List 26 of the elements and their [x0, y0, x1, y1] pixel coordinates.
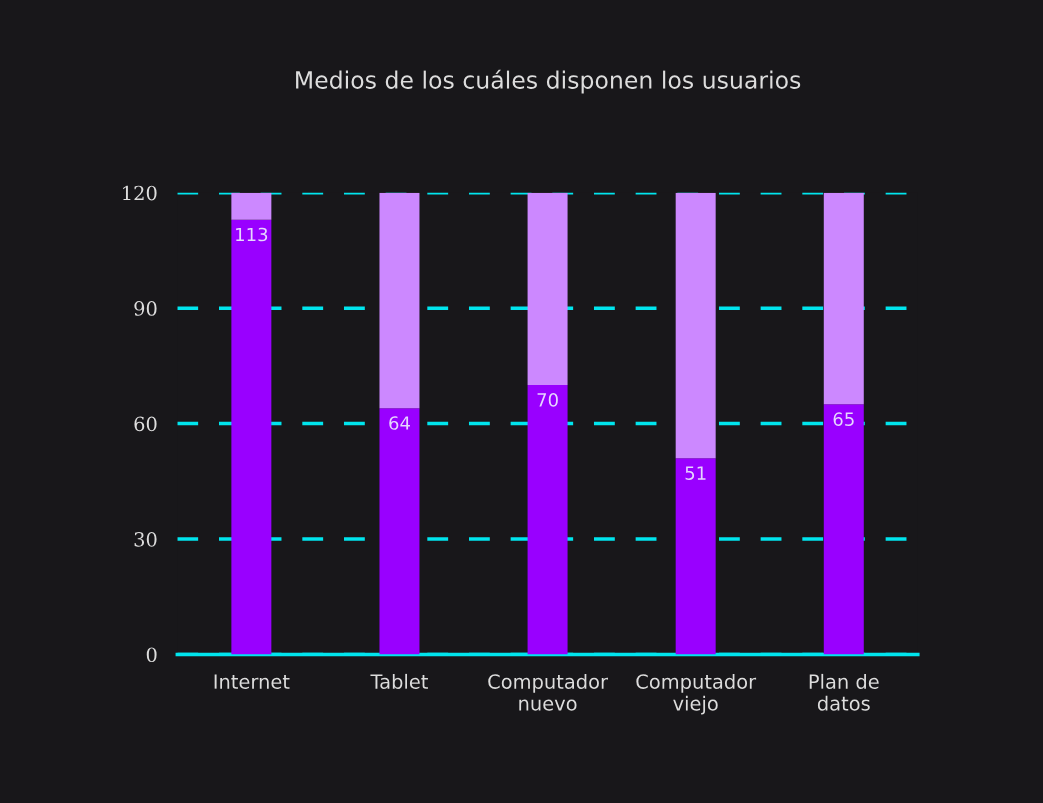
bar — [675, 458, 716, 655]
x-tick-label: Tablet — [370, 673, 428, 689]
data-label: 113 — [236, 227, 268, 242]
bar — [379, 408, 420, 655]
data-label: 65 — [833, 412, 854, 427]
y-tick-label: 120 — [123, 185, 157, 201]
x-tick-label: Computador nuevo — [488, 673, 608, 711]
data-label: 51 — [685, 466, 706, 480]
x-tick-label: Computador viejo — [636, 673, 757, 715]
chart-title: Medios de los cuáles disponen los usuarios — [296, 69, 801, 94]
bar — [527, 385, 568, 655]
y-tick-label: 90 — [134, 301, 157, 316]
data-label: 64 — [389, 416, 410, 430]
x-tick-label: Plan de datos — [809, 673, 879, 711]
bar — [379, 192, 420, 409]
bar — [823, 192, 864, 405]
bar — [527, 192, 568, 386]
bar — [231, 219, 272, 655]
bar — [231, 192, 272, 220]
bar — [675, 192, 716, 459]
y-tick-label: 30 — [134, 531, 157, 547]
bar — [823, 404, 864, 655]
data-label: 70 — [537, 393, 558, 407]
y-tick-label: 60 — [134, 416, 157, 432]
x-tick-label: Internet — [214, 674, 290, 689]
y-tick-label: 0 — [146, 647, 157, 663]
